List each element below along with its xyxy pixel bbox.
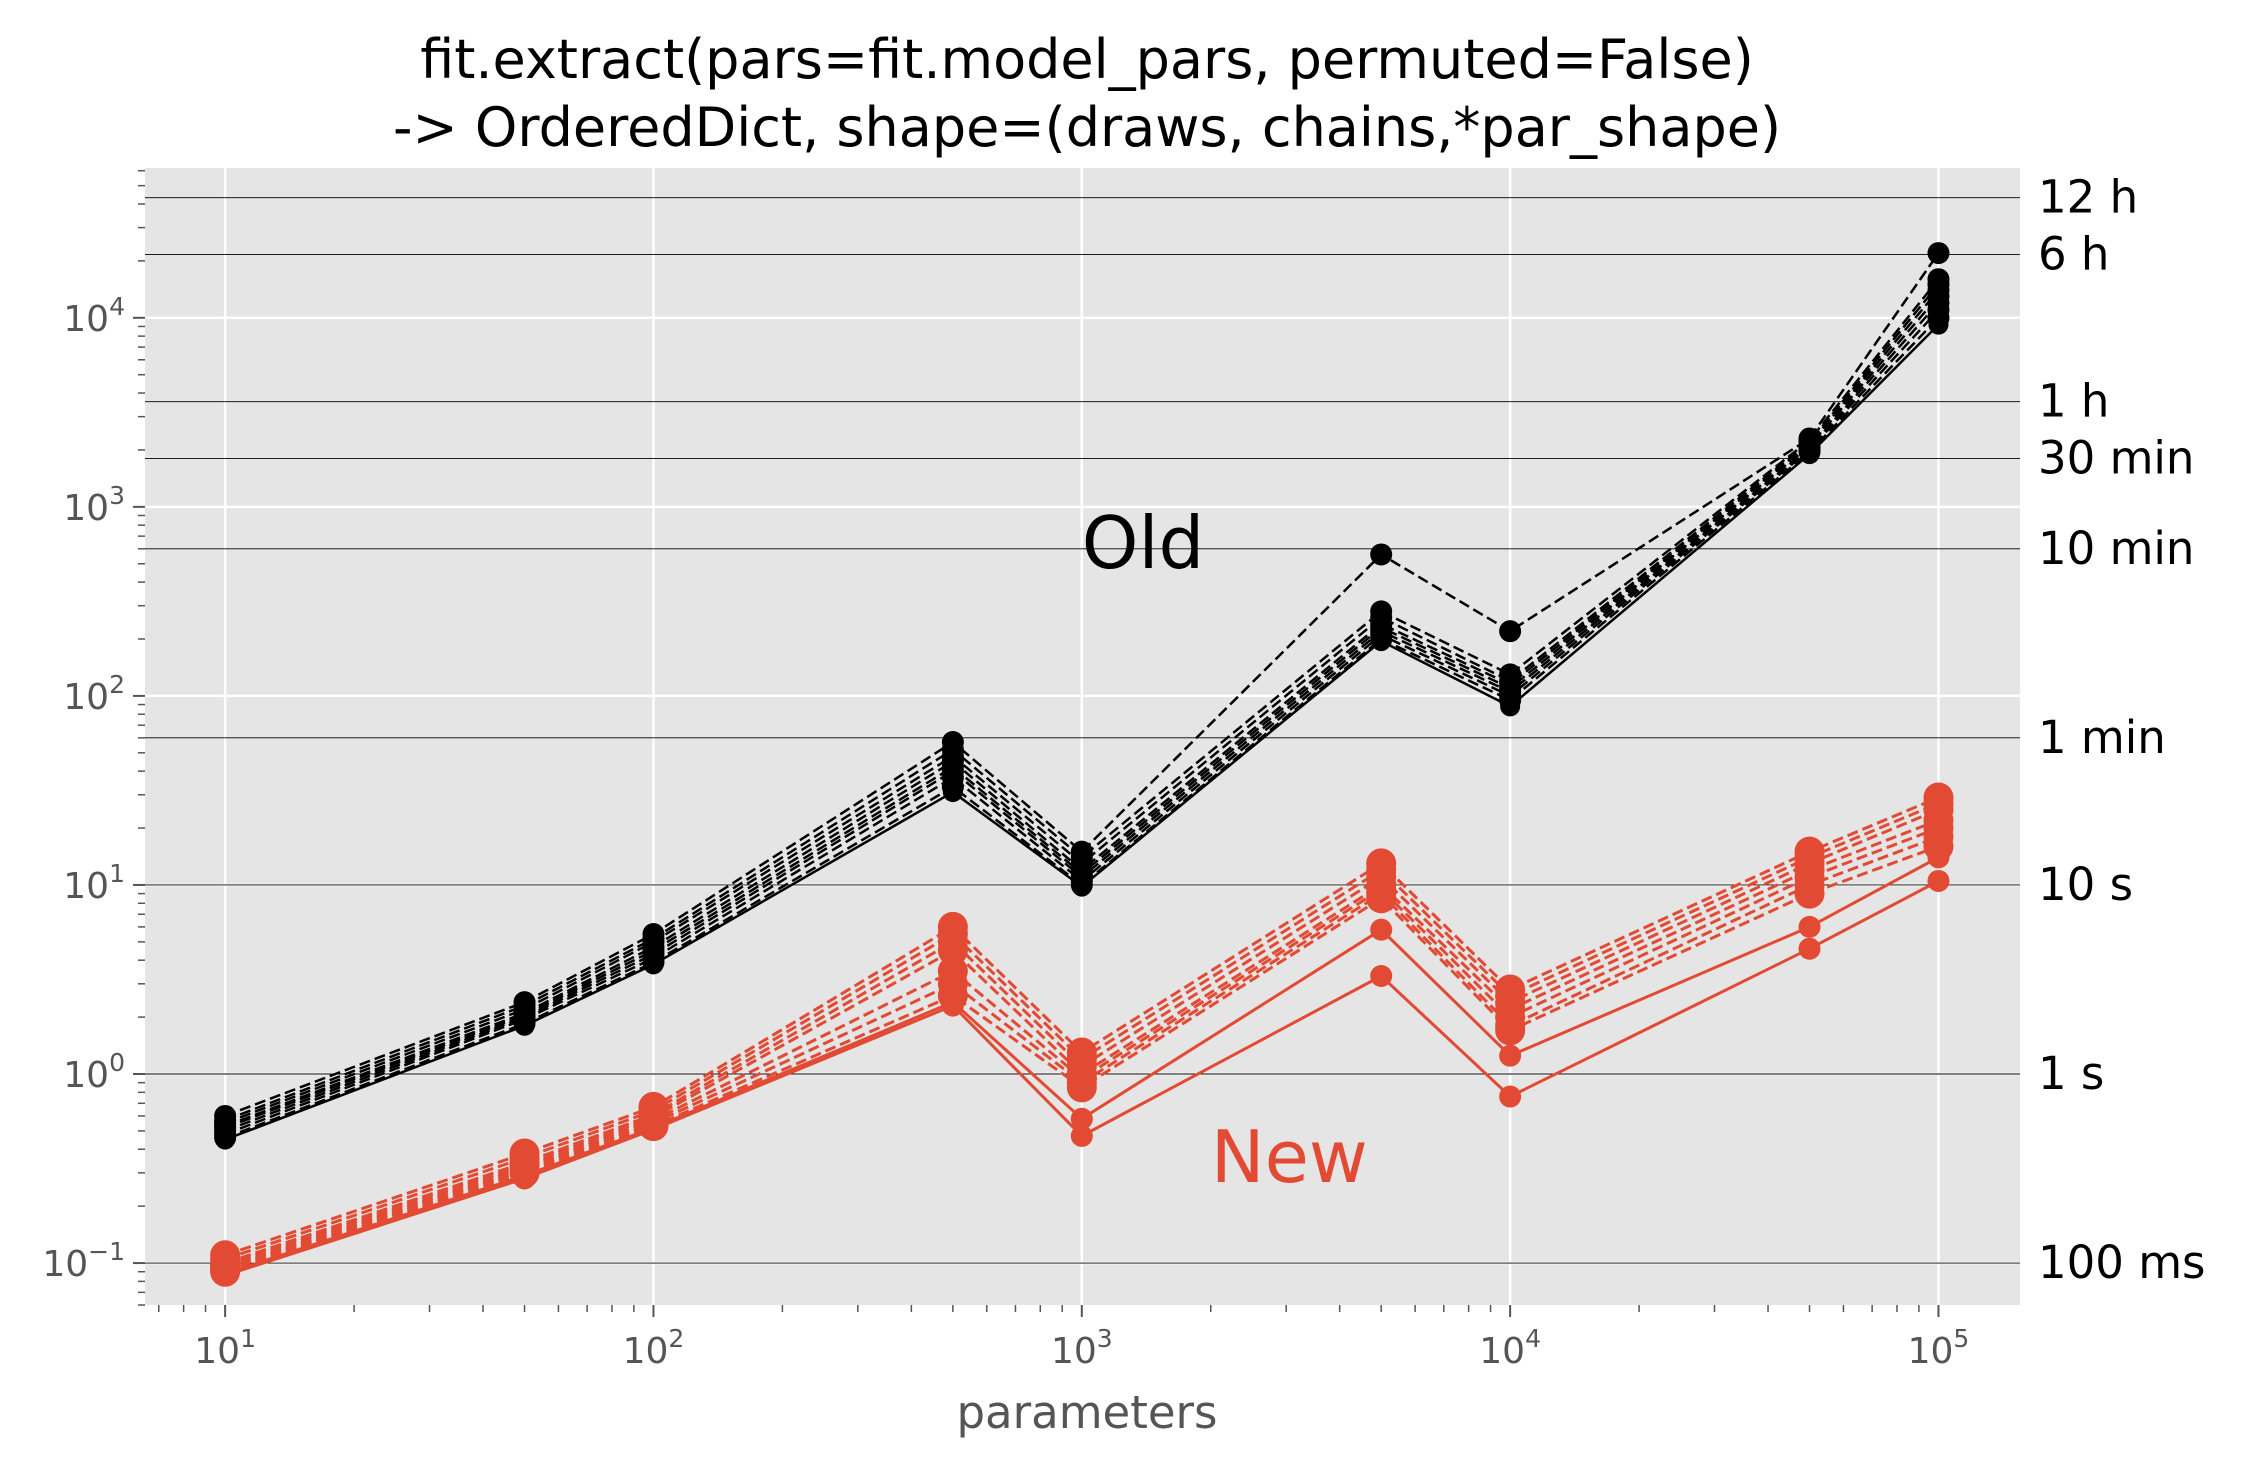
data-point <box>1071 876 1092 897</box>
data-point <box>1371 631 1392 652</box>
series-group <box>210 242 1954 1287</box>
annotation-label-old: Old <box>1082 501 1204 585</box>
series-line <box>224 818 1940 1268</box>
data-point <box>643 954 664 975</box>
reference-line-label: 100 ms <box>2038 1236 2205 1289</box>
x-tick-label: 104 <box>1479 1324 1541 1372</box>
data-point <box>1066 1072 1097 1103</box>
data-point <box>1500 696 1521 717</box>
series-line <box>224 278 1940 1122</box>
y-tick-label: 103 <box>63 481 125 529</box>
y-tick-label: 104 <box>63 292 125 340</box>
reference-line-label: 1 s <box>2038 1047 2104 1100</box>
annotation-label-new: New <box>1211 1115 1368 1199</box>
data-point <box>1370 543 1393 566</box>
data-point <box>1794 878 1825 909</box>
reference-line-label: 1 h <box>2038 375 2109 428</box>
reference-line-label: 10 min <box>2038 522 2194 575</box>
reference-line-label: 1 min <box>2038 711 2166 764</box>
data-point <box>1798 937 1821 960</box>
data-point <box>215 1129 236 1150</box>
data-point <box>1370 918 1393 941</box>
data-point <box>1499 1044 1522 1067</box>
series-line <box>224 316 1940 1139</box>
data-point <box>642 1118 665 1141</box>
data-point <box>937 935 968 966</box>
data-point <box>941 994 964 1017</box>
data-point <box>513 1167 536 1190</box>
data-point <box>214 1264 237 1287</box>
reference-line-label: 10 s <box>2038 858 2133 911</box>
x-tick-label: 105 <box>1908 1324 1970 1372</box>
y-tick-label: 100 <box>63 1048 125 1096</box>
axes: 101 102 103 104 105 10−1 100 101 102 103 104 <box>42 169 1970 1372</box>
data-point <box>942 782 963 803</box>
x-tick-label: 101 <box>194 1324 256 1372</box>
data-point <box>1070 1124 1093 1147</box>
data-point <box>1070 1107 1093 1130</box>
y-tick-label: 10−1 <box>42 1237 125 1285</box>
data-point <box>1927 869 1950 892</box>
chart-title: fit.extract(pars=fit.model_pars, permute… <box>420 28 1754 91</box>
data-point <box>1495 1015 1526 1046</box>
reference-line-label: 6 h <box>2038 228 2109 281</box>
data-point <box>1370 964 1393 987</box>
series-old <box>215 314 1949 1150</box>
x-tick-label: 103 <box>1051 1324 1113 1372</box>
data-point <box>1499 620 1522 643</box>
data-point <box>1927 242 1950 265</box>
series-line <box>224 826 1940 1270</box>
data-point <box>1499 1085 1522 1108</box>
reference-line-label: 30 min <box>2038 432 2194 485</box>
y-tick-label: 101 <box>63 859 125 907</box>
series-new <box>214 869 1950 1287</box>
data-point <box>1366 883 1397 914</box>
x-ticks: 101 102 103 104 105 <box>158 1305 1970 1372</box>
reference-line-label: 12 h <box>2038 171 2138 224</box>
data-point <box>514 1015 535 1036</box>
x-tick-label: 102 <box>623 1324 685 1372</box>
data-point <box>1799 444 1820 465</box>
data-point <box>1928 314 1949 335</box>
chart-subtitle: -> OrderedDict, shape=(draws, chains,*pa… <box>393 96 1781 159</box>
data-point <box>1798 915 1821 938</box>
series-line <box>224 252 1940 1118</box>
y-tick-label: 102 <box>63 670 125 718</box>
x-axis-label: parameters <box>956 1386 1217 1439</box>
y-ticks: 10−1 100 101 102 103 104 <box>42 169 145 1306</box>
data-point <box>1927 846 1950 869</box>
